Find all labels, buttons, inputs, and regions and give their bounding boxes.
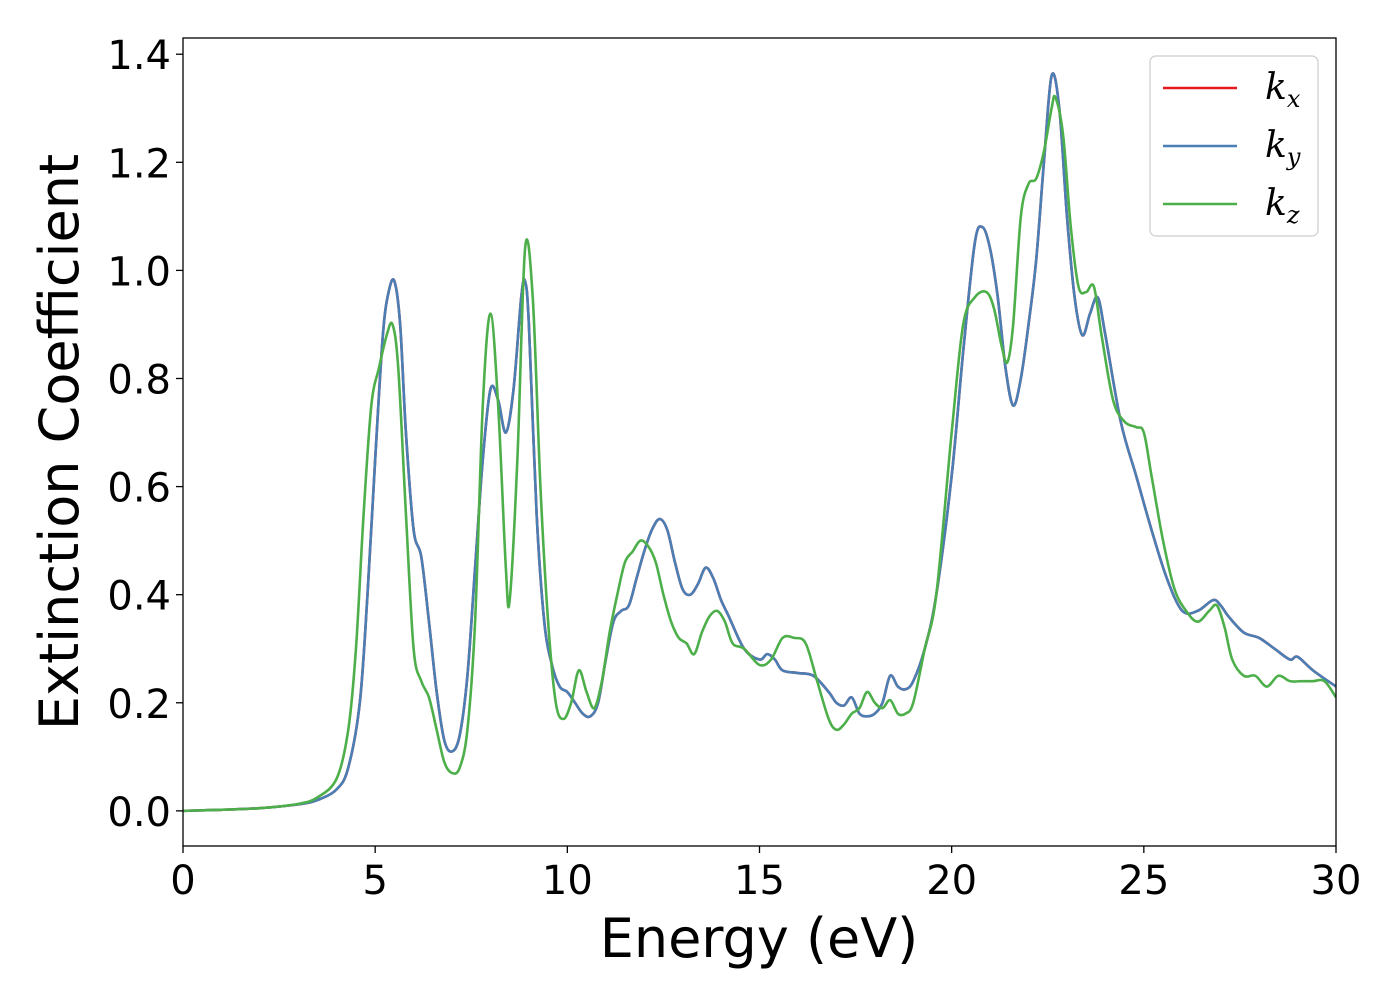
legend-label-kz: kz <box>1265 183 1300 229</box>
y-tick-label: 1.4 <box>107 33 171 79</box>
x-tick-label: 10 <box>542 858 593 904</box>
legend-label-kx: kx <box>1265 67 1301 113</box>
y-tick-label: 0.6 <box>107 466 171 512</box>
x-tick-label: 15 <box>734 858 785 904</box>
y-tick-label: 0.2 <box>107 682 171 728</box>
x-tick-label: 0 <box>170 858 195 904</box>
y-tick-label: 0.8 <box>107 357 171 403</box>
x-axis-title: Energy (eV) <box>600 907 919 970</box>
legend-label-ky: ky <box>1265 125 1301 171</box>
y-tick-label: 1.0 <box>107 249 171 295</box>
y-axis-title: Extinction Coefficient <box>28 154 91 730</box>
series-line-kz <box>183 94 1336 813</box>
series-line-ky <box>183 72 1336 813</box>
x-tick-label: 20 <box>926 858 977 904</box>
y-tick-label: 0.4 <box>107 574 171 620</box>
x-tick-label: 30 <box>1311 858 1362 904</box>
axes: 0 5 10 15 20 25 30 0.0 0.2 0.4 0.6 0.8 1.0 1.2 1.4 <box>107 33 1361 904</box>
plot-area <box>183 72 1336 813</box>
y-tick-label: 0.0 <box>107 790 171 836</box>
x-tick-label: 25 <box>1118 858 1169 904</box>
y-tick-label: 1.2 <box>107 141 171 187</box>
x-tick-label: 5 <box>362 858 387 904</box>
legend: kx ky kz <box>1149 55 1319 237</box>
